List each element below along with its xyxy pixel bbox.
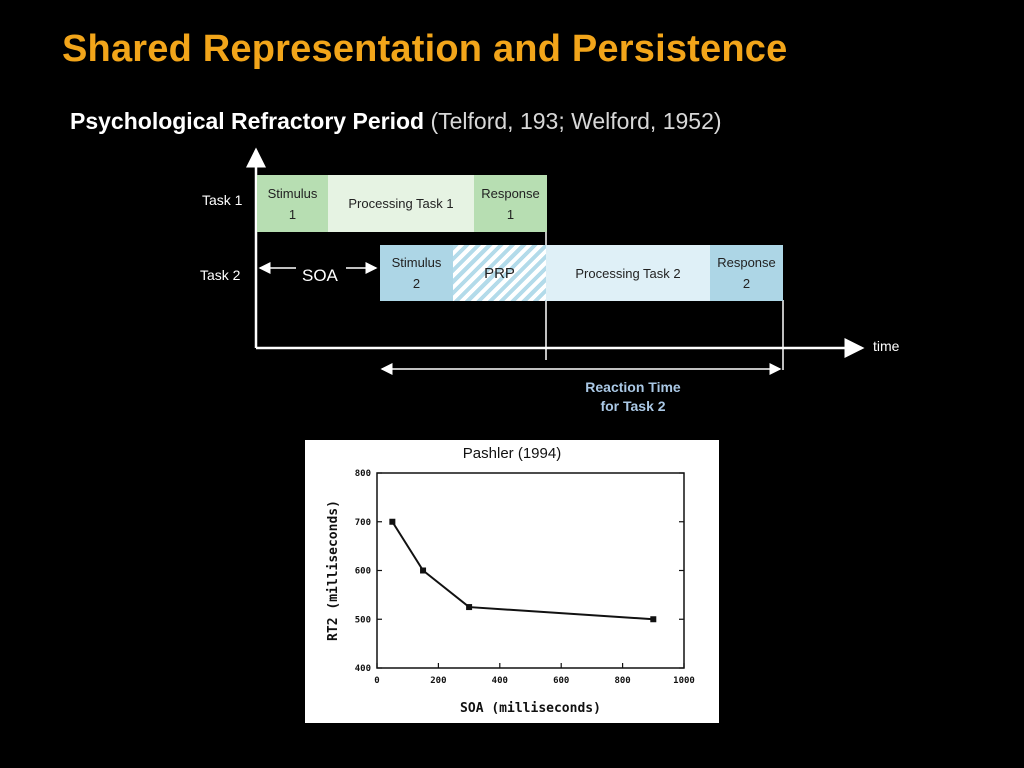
processing-task2-label: Processing Task 2 [575,265,681,281]
y-axis-title: RT2 (milliseconds) [326,500,341,641]
y-tick-label: 400 [355,664,371,674]
processing-task2-box: Processing Task 2 [546,245,710,301]
x-tick-label: 0 [374,676,379,686]
prp-label: PRP [484,264,515,282]
stimulus2-box: Stimulus 2 [380,245,453,301]
pashler-chart: 400 500 600 700 800 0 200 400 600 800 1000 SOA (mil… [305,440,719,723]
data-point [389,518,396,525]
x-tick-label: 800 [614,676,630,686]
stimulus1-line1: Stimulus [267,185,318,201]
reaction-time-line1: Reaction Time [585,379,681,395]
stimulus2-line2: 2 [412,276,421,291]
series-line [391,521,654,621]
x-tick-label: 400 [492,676,508,686]
stimulus1-box: Stimulus 1 [257,175,328,232]
y-tick-label: 600 [355,567,371,577]
x-axis-title: SOA (milliseconds) [460,701,601,716]
response1-line1: Response [481,185,540,201]
slide-subtitle: Psychological Refractory Period (Telford… [70,108,722,135]
reaction-time-line2: for Task 2 [600,398,666,414]
response1-line2: 1 [506,206,515,222]
data-point [650,616,657,623]
slide-title: Shared Representation and Persistence [62,28,788,70]
response1-box: Response 1 [474,175,547,232]
soa-label: SOA [302,266,338,285]
time-axis-label: time [873,338,900,354]
processing-task1-label: Processing Task 1 [348,196,454,211]
response2-line2: 2 [742,276,751,291]
data-point [466,604,473,611]
subtitle-topic: Psychological Refractory Period [70,108,425,134]
prp-box: PRP [453,245,546,301]
processing-task1-box: Processing Task 1 [328,175,474,232]
stimulus2-line1: Stimulus [391,255,442,270]
x-tick-label: 200 [430,676,446,686]
x-tick-label: 1000 [673,676,695,686]
chart-svg: 400 500 600 700 800 0 200 400 600 800 1000 SOA (mil… [326,469,695,716]
task1-label: Task 1 [202,192,243,208]
x-tick-label: 600 [553,676,569,686]
y-tick-label: 500 [355,615,371,625]
subtitle-citation: (Telford, 193; Welford, 1952) [430,108,722,134]
data-point [420,567,427,574]
task2-label: Task 2 [200,267,241,283]
response2-line1: Response [717,255,776,270]
response2-box: Response 2 [710,245,783,301]
y-tick-label: 700 [355,518,371,528]
chart-title: Pashler (1994) [462,445,562,462]
stimulus1-line2: 1 [288,206,297,222]
y-tick-label: 800 [355,469,371,479]
reaction-time-label: Reaction Time for Task 2 [560,378,706,416]
